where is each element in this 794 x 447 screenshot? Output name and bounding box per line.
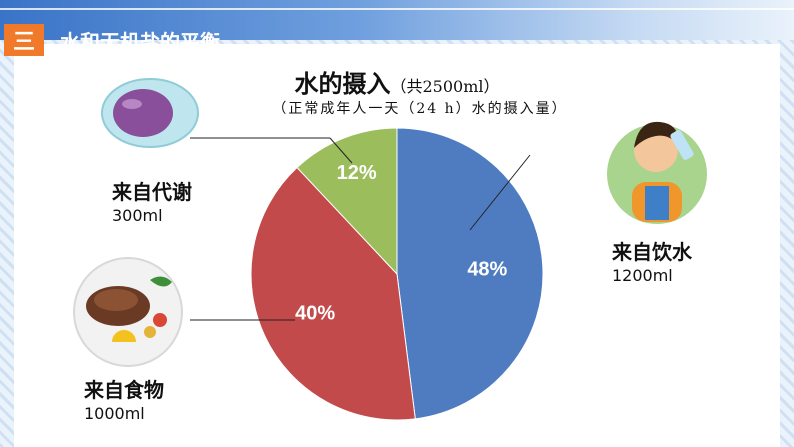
label-metabolism: 来自代谢 bbox=[112, 180, 192, 204]
header-bar bbox=[0, 0, 794, 40]
amount-food: 1000ml bbox=[84, 404, 145, 423]
section-number-badge: 三 bbox=[4, 24, 44, 56]
amount-metabolism: 300ml bbox=[112, 206, 163, 225]
amount-drinking: 1200ml bbox=[612, 266, 673, 285]
pct-label-metabolism: 12% bbox=[337, 162, 377, 184]
pie-slice-metabolism bbox=[296, 127, 398, 276]
leader-line-metabolism bbox=[329, 137, 353, 164]
header-divider bbox=[0, 8, 794, 10]
pct-label-food: 40% bbox=[295, 303, 335, 325]
cell-illustration-icon bbox=[101, 78, 199, 148]
pie-slice-food bbox=[250, 166, 416, 421]
pie-slice-drinking bbox=[396, 127, 544, 420]
steak-plate-icon bbox=[73, 257, 183, 367]
section-title: 水和无机盐的平衡 bbox=[60, 30, 220, 54]
chart-subtitle: （正常成年人一天（24 h）水的摄入量） bbox=[272, 101, 568, 117]
pie-percent-labels: 48% 40% 12% bbox=[295, 162, 507, 324]
chart-title: 水的摄入（共2500ml） bbox=[0, 64, 794, 99]
chart-title-total: （共2500ml） bbox=[390, 77, 500, 96]
chart-title-main: 水的摄入 bbox=[294, 69, 391, 98]
leader-line-drink bbox=[469, 154, 531, 231]
label-food: 来自食物 bbox=[84, 378, 164, 402]
label-drinking: 来自饮水 bbox=[612, 240, 692, 264]
pct-label-drinking: 48% bbox=[467, 258, 507, 280]
pie-slices bbox=[250, 127, 544, 421]
boy-drinking-water-icon bbox=[607, 121, 707, 224]
